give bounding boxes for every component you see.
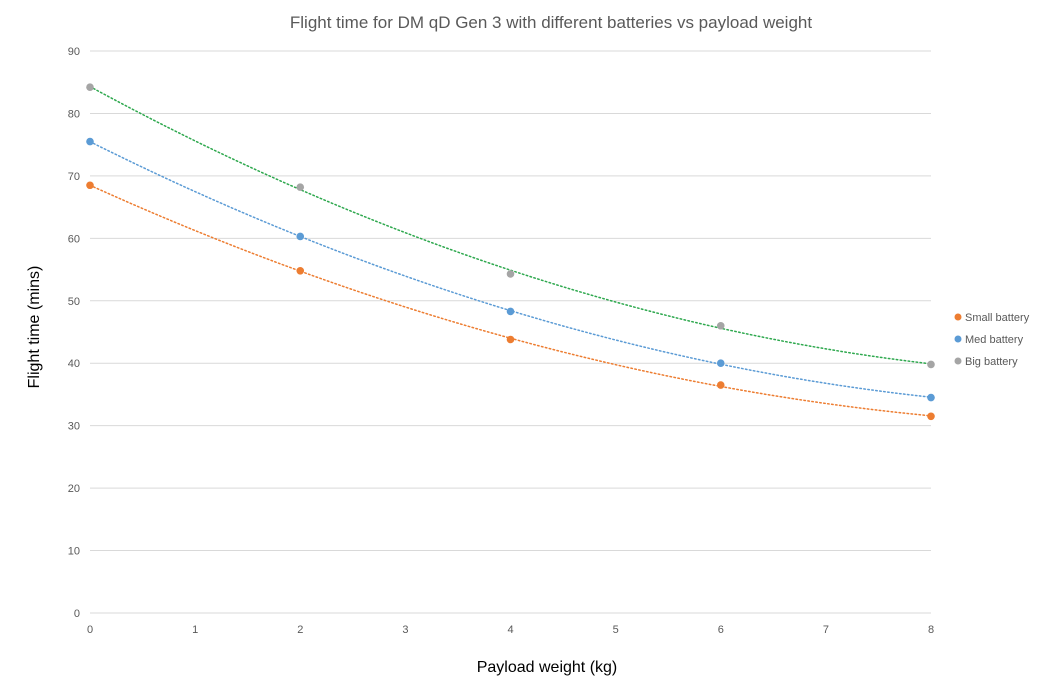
- legend-marker-0: [954, 313, 962, 321]
- legend-label-0: Small battery: [965, 312, 1030, 324]
- legend-marker-2: [954, 357, 962, 365]
- data-point-series-0: [927, 412, 935, 421]
- y-axis-ticks: 0 10 20 30 40 50 60 70 80 90: [68, 46, 80, 620]
- y-tick-label: 0: [74, 608, 80, 620]
- chart-title: Flight time for DM qD Gen 3 with differe…: [290, 13, 812, 32]
- gridlines: [90, 50, 931, 614]
- data-point-series-2: [506, 270, 515, 278]
- data-point-series-0: [296, 267, 305, 275]
- data-point-series-1: [86, 137, 94, 146]
- data-point-series-2: [716, 321, 725, 330]
- data-point-series-1: [296, 232, 305, 241]
- x-tick-label: 1: [192, 624, 198, 636]
- legend-label-1: Med battery: [965, 334, 1024, 346]
- data-point-series-1: [927, 393, 935, 402]
- x-tick-label: 7: [823, 624, 829, 636]
- x-tick-label: 0: [87, 624, 93, 636]
- legend-marker-1: [954, 335, 962, 343]
- y-axis-title: Flight time (mins): [26, 266, 43, 389]
- y-tick-label: 10: [68, 546, 80, 558]
- data-point-series-2: [296, 183, 305, 191]
- x-tick-label: 8: [928, 624, 934, 636]
- x-axis-title: Payload weight (kg): [477, 659, 618, 676]
- y-tick-label: 30: [68, 421, 80, 433]
- x-tick-label: 2: [297, 624, 303, 636]
- x-tick-label: 5: [613, 624, 619, 636]
- legend-label-2: Big battery: [965, 356, 1018, 368]
- x-tick-label: 3: [402, 624, 408, 636]
- y-tick-label: 40: [68, 358, 80, 370]
- data-point-series-2: [86, 83, 94, 92]
- y-tick-label: 80: [68, 108, 80, 120]
- y-tick-label: 60: [68, 233, 80, 245]
- y-tick-label: 90: [68, 46, 80, 58]
- y-tick-label: 20: [68, 483, 80, 495]
- data-point-series-2: [927, 360, 935, 369]
- legend: Small battery Med battery Big battery: [954, 312, 1030, 368]
- data-point-series-0: [506, 335, 515, 344]
- trendline-series-1: [89, 140, 932, 398]
- x-tick-label: 6: [718, 624, 724, 636]
- data-point-series-1: [716, 359, 725, 368]
- data-point-series-0: [716, 381, 725, 389]
- trendline-series-2: [89, 85, 932, 365]
- data-point-series-1: [506, 307, 515, 316]
- x-axis-ticks: 0 1 2 3 4 5 6 7 8: [87, 624, 934, 636]
- y-tick-label: 70: [68, 171, 80, 183]
- data-points: [86, 83, 935, 421]
- trendlines: [89, 85, 932, 417]
- y-tick-label: 50: [68, 296, 80, 308]
- x-tick-label: 4: [507, 624, 513, 636]
- data-point-series-0: [86, 181, 94, 190]
